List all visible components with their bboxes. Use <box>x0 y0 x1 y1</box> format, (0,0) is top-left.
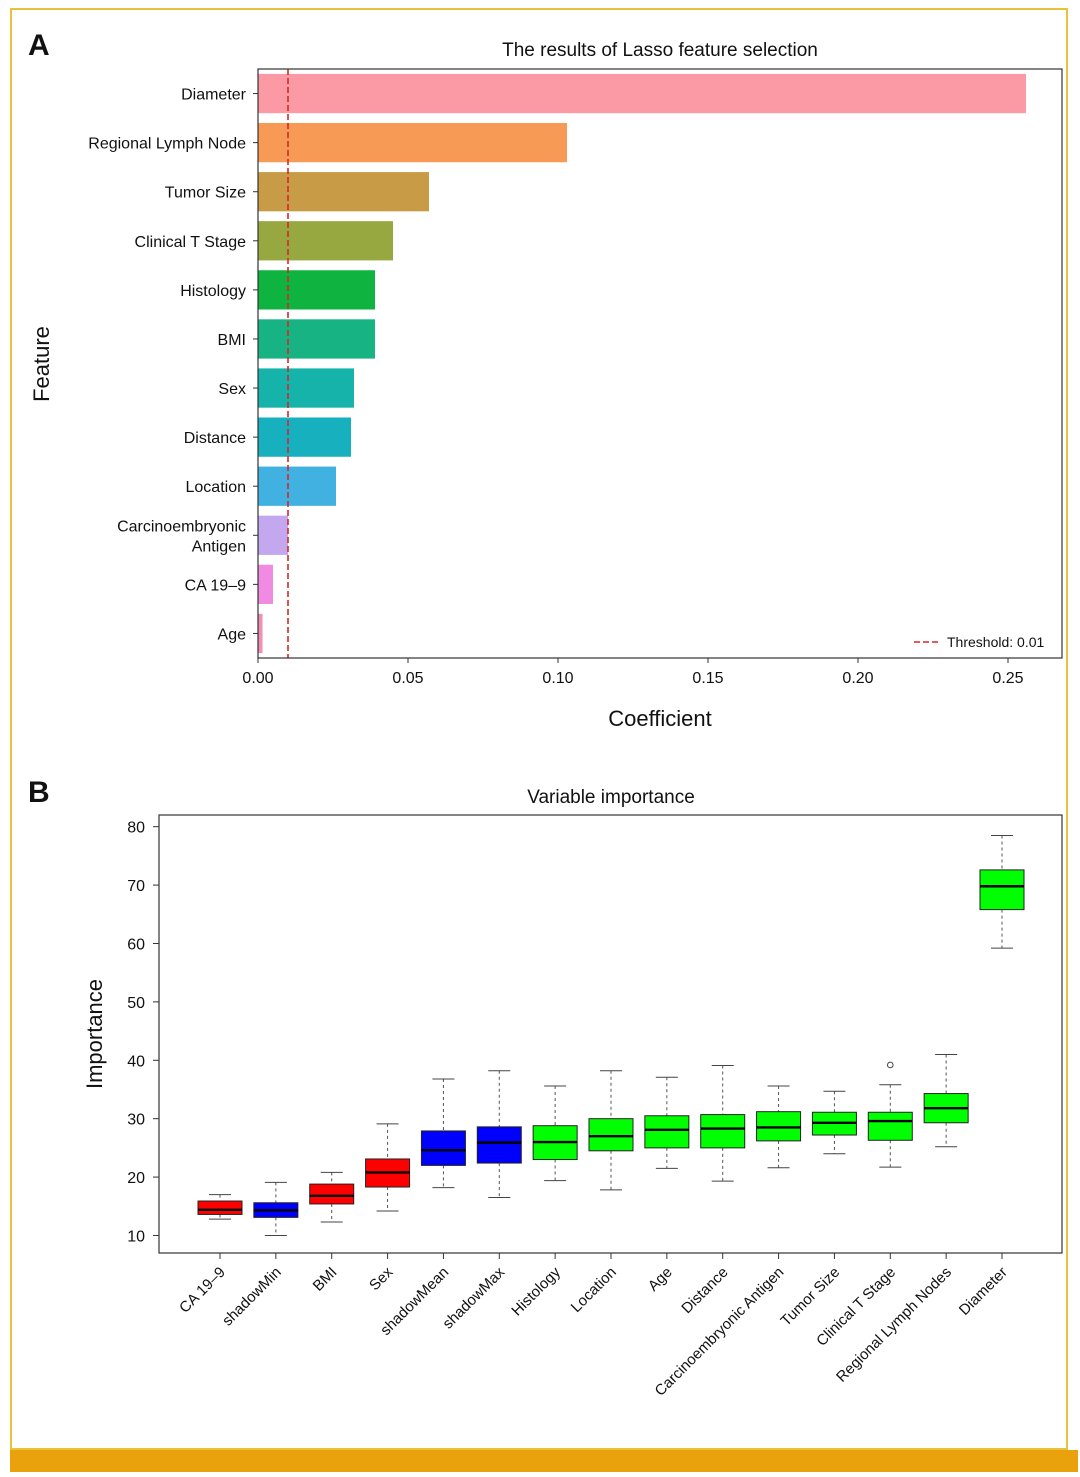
figure-frame <box>10 8 1068 1450</box>
xtick-label: 0.25 <box>992 670 1023 687</box>
box-distance <box>700 1114 746 1149</box>
ytick-label-clinical-t-stage: Clinical T Stage <box>135 234 247 251</box>
xtick-label: 0.10 <box>542 670 573 687</box>
xtick-label-distance: Distance <box>678 1264 731 1317</box>
xtick-label-regional-lymph-nodes: Regional Lymph Nodes <box>833 1264 955 1386</box>
panel-b-label: B <box>28 776 50 809</box>
panel-b-title: Variable importance <box>527 787 695 808</box>
ytick-label-location: Location <box>186 479 247 496</box>
xtick-label-sex: Sex <box>366 1263 397 1294</box>
box-shadowmean <box>420 1130 466 1166</box>
bar-clinical-t-stage <box>258 221 393 261</box>
ytick-label-histology: Histology <box>180 283 246 300</box>
xtick-label-shadowmin: shadowMin <box>219 1264 285 1330</box>
ytick-label-age: Age <box>218 626 247 643</box>
bar-carcinoembryonic-antigen <box>258 515 288 555</box>
xtick-label: 0.05 <box>392 670 423 687</box>
bar-sex <box>258 368 354 408</box>
ytick-label-distance: Distance <box>184 430 246 447</box>
ytick-label: 20 <box>127 1170 145 1187</box>
xtick-label: 0.00 <box>242 670 273 687</box>
bar-bmi <box>258 319 375 359</box>
panel-a-ylabel: Feature <box>29 326 54 402</box>
ytick-label-sex: Sex <box>218 381 246 398</box>
xtick-label-diameter: Diameter <box>956 1264 1011 1319</box>
panel-a-title: The results of Lasso feature selection <box>502 40 818 61</box>
ytick-label-ca-19-9: CA 19–9 <box>185 577 246 594</box>
ytick-label-tumor-size: Tumor Size <box>165 185 246 202</box>
box-clinical-t-stage <box>867 1111 913 1141</box>
box-age <box>644 1115 690 1149</box>
xtick-label-ca-19-9: CA 19–9 <box>176 1264 229 1317</box>
ytick-label-carcinoembryonic-antigen: Carcinoembryonic Antigen <box>117 518 246 555</box>
xtick-label-location: Location <box>568 1264 620 1316</box>
ytick-label-regional-lymph-node: Regional Lymph Node <box>88 136 246 153</box>
xtick-label: 0.15 <box>692 670 723 687</box>
ytick-label: 40 <box>127 1053 145 1070</box>
xtick-label: 0.20 <box>842 670 873 687</box>
bar-ca-19-9 <box>258 564 273 605</box>
ytick-label-diameter: Diameter <box>181 87 247 104</box>
box-bmi <box>309 1183 355 1205</box>
ytick-label: 60 <box>127 936 145 953</box>
ytick-label-bmi: BMI <box>218 332 246 349</box>
bar-histology <box>258 270 375 310</box>
panel-a-plot: Diameter Regional Lymph Node Tumor Size Cli… <box>88 69 1026 687</box>
panel-b-axes-frame <box>158 814 1063 1254</box>
bar-location <box>258 466 336 506</box>
xtick-label-bmi: BMI <box>310 1264 341 1295</box>
box-diameter <box>979 869 1025 911</box>
panel-b-ylabel: Importance <box>82 979 107 1089</box>
ytick-label: 10 <box>127 1228 145 1245</box>
panel-a-label: A <box>28 29 50 62</box>
ytick-label: 50 <box>127 995 145 1012</box>
threshold-legend-label: Threshold: 0.01 <box>947 634 1044 650</box>
bar-age <box>258 613 263 654</box>
xtick-label-age: Age <box>645 1264 676 1295</box>
bar-diameter <box>258 73 1026 114</box>
ytick-label: 70 <box>127 878 145 895</box>
panel-a-xlabel: Coefficient <box>608 706 712 731</box>
outlier-clinical-t-stage <box>886 1061 894 1069</box>
box-ca-19-9 <box>197 1200 243 1215</box>
ytick-label: 30 <box>127 1112 145 1129</box>
panel-a-axes-frame <box>257 68 1063 659</box>
panel-a-legend: Threshold: 0.01 <box>914 634 1044 650</box>
bar-regional-lymph-node <box>258 122 567 163</box>
bar-distance <box>258 417 351 457</box>
bottom-accent-bar <box>10 1450 1078 1472</box>
box-shadowmax <box>476 1126 522 1164</box>
bar-tumor-size <box>258 172 429 212</box>
xtick-label-histology: Histology <box>508 1263 564 1319</box>
box-location <box>588 1118 634 1152</box>
ytick-label: 80 <box>127 820 145 837</box>
